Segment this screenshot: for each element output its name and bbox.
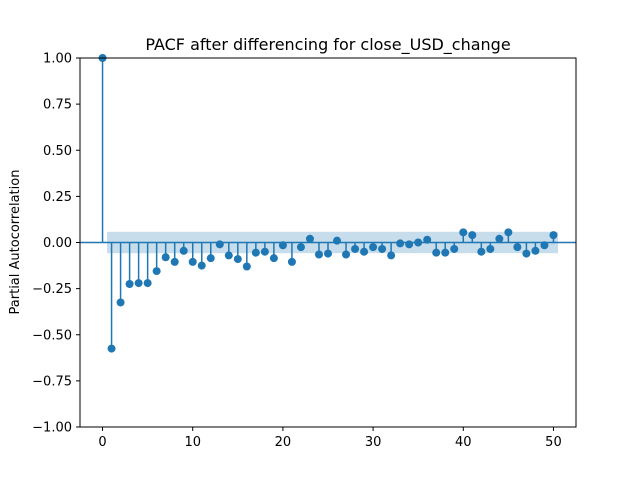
stem-marker-lag-20 — [278, 241, 287, 250]
stem-marker-lag-50 — [549, 231, 558, 240]
stem-marker-lag-49 — [540, 241, 549, 250]
x-ticks: 0 10 20 30 40 50 — [98, 427, 562, 450]
stem-marker-lag-7 — [161, 253, 170, 262]
stem-marker-lag-11 — [197, 261, 206, 270]
stem-marker-lag-23 — [305, 234, 314, 243]
stem-marker-lag-35 — [414, 238, 423, 247]
chart-title: PACF after differencing for close_USD_ch… — [145, 35, 510, 55]
y-tick-label: −0.50 — [32, 328, 72, 343]
y-tick-label: −1.00 — [32, 421, 72, 436]
x-tick-label: 40 — [455, 435, 472, 450]
stem-marker-lag-9 — [179, 246, 188, 255]
stem-marker-lag-26 — [333, 236, 342, 245]
stem-marker-lag-4 — [134, 279, 143, 288]
stem-marker-lag-15 — [233, 255, 242, 264]
y-axis-label: Partial Autocorrelation — [8, 170, 23, 315]
stem-marker-lag-8 — [170, 257, 179, 266]
stem-marker-lag-38 — [441, 248, 450, 257]
stem-marker-lag-21 — [287, 257, 296, 266]
stem-marker-lag-24 — [314, 250, 323, 259]
stem-marker-lag-37 — [432, 248, 441, 257]
stem-marker-lag-48 — [531, 246, 540, 255]
stem-marker-lag-1 — [107, 344, 116, 353]
stem-marker-lag-47 — [522, 249, 531, 258]
stem-marker-lag-16 — [242, 262, 251, 271]
stem-marker-lag-22 — [296, 243, 305, 252]
stem-marker-lag-32 — [387, 251, 396, 260]
stem-layer — [98, 54, 558, 353]
stem-marker-lag-25 — [324, 249, 332, 258]
x-tick-label: 30 — [365, 435, 382, 450]
stem-marker-lag-2 — [116, 298, 125, 307]
y-ticks: −1.00 −0.75 −0.50 −0.25 0.00 0.25 0.50 0.75 1.00 — [32, 52, 80, 436]
stem-marker-lag-10 — [188, 257, 197, 266]
y-tick-label: −0.75 — [32, 374, 72, 389]
x-tick-label: 10 — [184, 435, 201, 450]
stem-marker-lag-28 — [351, 244, 360, 253]
stem-marker-lag-6 — [152, 267, 161, 276]
stem-marker-lag-36 — [423, 235, 432, 244]
stem-marker-lag-27 — [342, 250, 351, 259]
y-tick-label: 0.25 — [43, 190, 72, 205]
stem-marker-lag-3 — [125, 280, 134, 289]
stem-marker-lag-43 — [486, 244, 495, 253]
stem-marker-lag-12 — [206, 254, 215, 263]
stem-marker-lag-5 — [143, 279, 152, 288]
y-tick-label: −0.25 — [32, 282, 72, 297]
stem-marker-lag-30 — [369, 243, 378, 252]
stem-marker-lag-42 — [477, 247, 486, 256]
stem-marker-lag-44 — [495, 234, 504, 243]
stem-marker-lag-17 — [251, 248, 260, 257]
stem-marker-lag-29 — [360, 247, 369, 256]
stem-marker-lag-39 — [450, 244, 459, 253]
x-tick-label: 50 — [545, 435, 562, 450]
stem-marker-lag-19 — [269, 254, 278, 263]
x-tick-label: 20 — [275, 435, 292, 450]
stem-marker-lag-45 — [504, 228, 513, 237]
stem-marker-lag-14 — [224, 251, 233, 260]
stem-marker-lag-13 — [215, 240, 224, 249]
stem-marker-lag-33 — [396, 239, 405, 248]
y-tick-label: 0.75 — [43, 98, 72, 113]
stem-marker-lag-40 — [459, 228, 468, 237]
stem-marker-lag-31 — [378, 244, 387, 253]
y-tick-label: 0.50 — [43, 144, 72, 159]
stem-marker-lag-34 — [405, 240, 414, 249]
stem-marker-lag-46 — [513, 243, 522, 252]
stem-marker-lag-41 — [468, 231, 477, 240]
stem-marker-lag-18 — [260, 247, 269, 256]
y-tick-label: 0.00 — [43, 236, 72, 251]
y-tick-label: 1.00 — [43, 52, 72, 67]
x-tick-label: 0 — [98, 435, 106, 450]
